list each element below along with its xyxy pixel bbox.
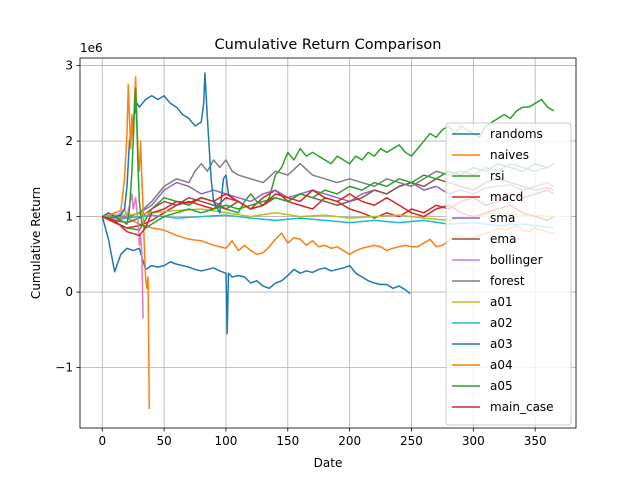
legend-label: randoms [490,127,543,141]
x-tick-label: 300 [462,434,485,448]
y-tick-label: −1 [55,361,73,375]
legend-label: a05 [490,379,513,393]
y-axis-title: Cumulative Return [29,187,43,299]
legend-label: naives [490,148,529,162]
legend-label: rsi [490,169,505,183]
axes-frame [79,57,577,429]
x-tick-label: 350 [524,434,547,448]
legend: randoms naives rsi macd sma ema bollinger fores… [445,122,572,426]
legend-label: a02 [490,316,513,330]
y-offset-label: 1e6 [80,41,103,55]
y-tick-label: 3 [65,59,73,73]
series-line-randoms [101,216,411,335]
legend-label: main_case [490,400,554,414]
x-axis-title: Date [314,456,343,470]
chart-title: Cumulative Return Comparison [215,37,442,53]
y-tick-label: 1 [65,210,73,224]
legend-label: a03 [490,337,513,351]
legend-label: sma [490,211,515,225]
x-tick-label: 0 [98,434,106,448]
legend-label: a04 [490,358,513,372]
x-tick-label: 150 [276,434,299,448]
series-line-a03 [101,72,239,218]
legend-label: bollinger [490,253,543,267]
x-tick-label: 50 [156,434,171,448]
legend-label: macd [490,190,523,204]
y-axis-ticks: −1 0 1 2 3 [55,59,80,375]
legend-label: forest [490,274,525,288]
x-axis-ticks: 0 50 100 150 200 250 300 350 [98,428,547,448]
legend-label: a01 [490,295,513,309]
x-tick-label: 200 [338,434,361,448]
x-tick-label: 250 [400,434,423,448]
legend-label: ema [490,232,516,246]
y-tick-label: 0 [65,285,73,299]
legend-box [445,122,572,426]
y-tick-label: 2 [65,134,73,148]
x-tick-label: 100 [215,434,238,448]
